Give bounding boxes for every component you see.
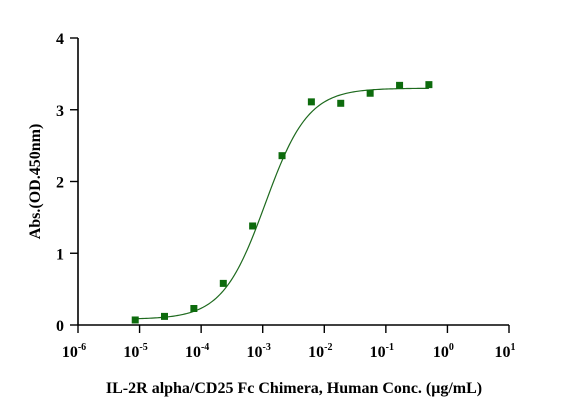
- x-ticks: 10-6 10-5 10-4 10-3 10-2 10-1 100 101: [62, 325, 516, 361]
- y-axis-title: Abs.(OD.450nm): [27, 124, 44, 240]
- data-point: [160, 312, 168, 320]
- y-tick-label: 0: [56, 318, 64, 335]
- x-tick-label: 100: [433, 342, 454, 361]
- data-point: [249, 222, 257, 230]
- x-tick-label: 101: [495, 342, 516, 361]
- x-tick-label: 10-4: [185, 342, 209, 361]
- fit-curve: [135, 87, 429, 320]
- data-point: [396, 81, 404, 89]
- data-point: [131, 316, 139, 324]
- x-tick-label: 10-6: [62, 342, 86, 361]
- y-tick-label: 1: [56, 246, 64, 263]
- data-point: [366, 89, 374, 97]
- x-tick-label: 10-3: [247, 342, 271, 361]
- x-tick-label: 10-5: [123, 342, 147, 361]
- y-tick-label: 3: [56, 103, 64, 120]
- x-tick-label: 10-1: [370, 342, 394, 361]
- data-point: [425, 81, 433, 89]
- x-tick-label: 10-2: [308, 342, 332, 361]
- y-tick-label: 4: [56, 31, 64, 48]
- data-point: [190, 304, 198, 312]
- data-point: [307, 98, 315, 106]
- y-tick-label: 2: [56, 175, 64, 192]
- y-ticks: 0 1 2 3 4: [56, 31, 78, 335]
- data-point: [219, 279, 227, 287]
- data-point: [337, 99, 345, 107]
- x-axis-title: IL-2R alpha/CD25 Fc Chimera, Human Conc.…: [106, 380, 482, 397]
- data-points: [131, 81, 433, 324]
- axes: [77, 38, 509, 326]
- data-point: [278, 152, 286, 160]
